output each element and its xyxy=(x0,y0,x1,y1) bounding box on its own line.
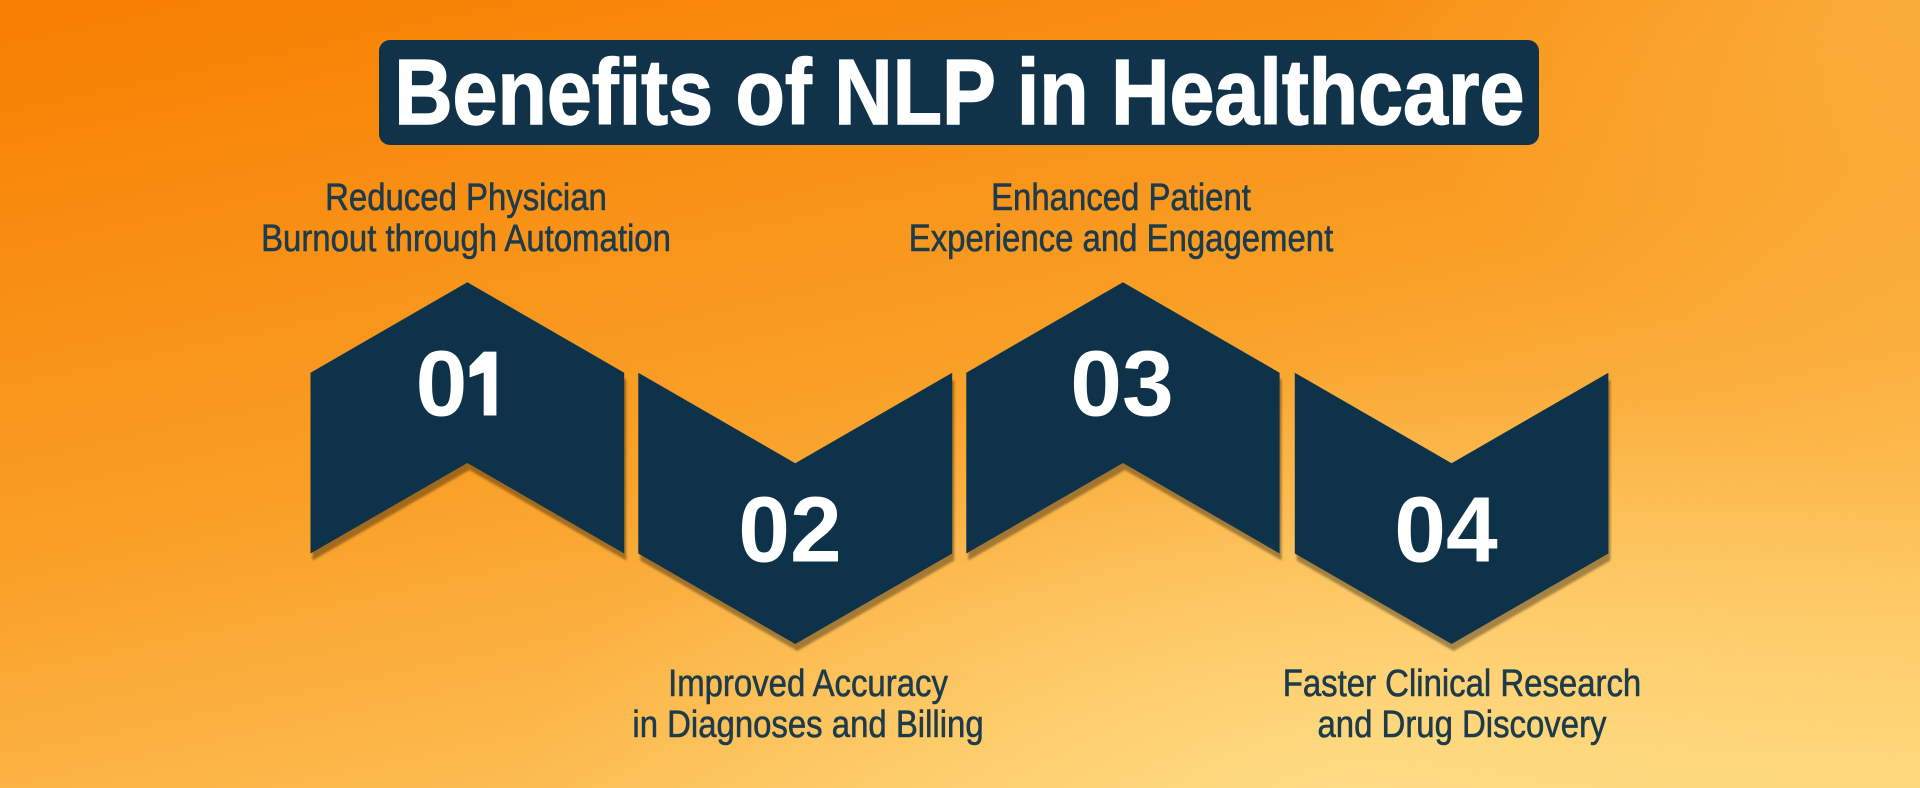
svg-text:04: 04 xyxy=(1394,478,1498,582)
svg-text:02: 02 xyxy=(738,478,841,582)
svg-text:0: 0 xyxy=(416,332,468,436)
svg-text:03: 03 xyxy=(1070,332,1173,436)
